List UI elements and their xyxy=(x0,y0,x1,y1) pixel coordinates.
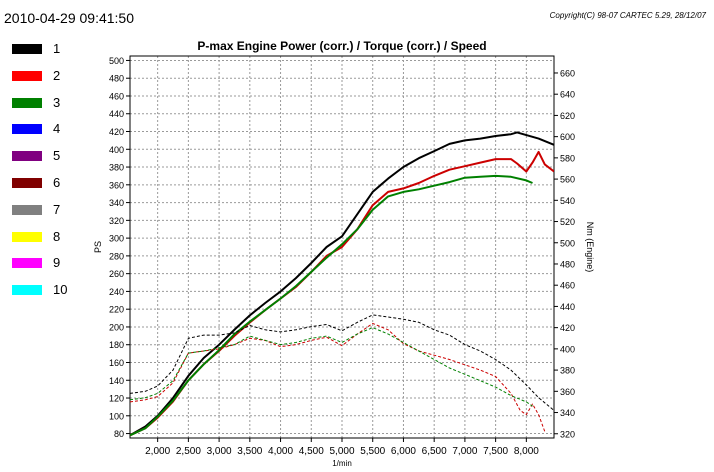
legend-swatch xyxy=(12,258,42,269)
y2-tick-label: 480 xyxy=(560,259,575,269)
x-tick-label: 2,000 xyxy=(145,446,170,457)
legend-label: 2 xyxy=(53,67,61,83)
y2-tick-label: 580 xyxy=(560,153,575,163)
y-tick-label: 300 xyxy=(109,234,124,244)
legend-swatch xyxy=(12,231,42,242)
legend-label: 10 xyxy=(53,282,68,298)
legend-label: 6 xyxy=(53,174,61,190)
y-tick-label: 360 xyxy=(109,180,124,190)
x-tick-label: 2,500 xyxy=(176,446,201,457)
y-tick-label: 240 xyxy=(109,287,124,297)
x-tick-label: 5,000 xyxy=(329,446,354,457)
power-series-line xyxy=(130,174,533,437)
y-tick-label: 340 xyxy=(109,198,124,208)
y-tick-label: 380 xyxy=(109,163,124,173)
y-tick-label: 180 xyxy=(109,340,124,350)
y-tick-label: 120 xyxy=(109,394,124,404)
y2-tick-label: 380 xyxy=(560,366,575,376)
y-tick-label: 500 xyxy=(109,56,124,66)
torque-series-line xyxy=(130,314,554,411)
y2-tick-label: 440 xyxy=(560,302,575,312)
y-tick-label: 80 xyxy=(114,429,124,439)
legend-swatch xyxy=(12,151,42,162)
x-tick-label: 3,000 xyxy=(207,446,232,457)
legend-label: 1 xyxy=(53,41,61,56)
x-tick-label: 3,500 xyxy=(237,446,262,457)
y-tick-label: 400 xyxy=(109,145,124,155)
legend-swatch xyxy=(12,70,42,81)
x-tick-label: 4,000 xyxy=(268,446,293,457)
y-tick-label: 460 xyxy=(109,91,124,101)
y-tick-label: 320 xyxy=(109,216,124,226)
timestamp: 2010-04-29 09:41:50 xyxy=(4,10,134,26)
legend-swatch xyxy=(12,204,42,215)
y2-tick-label: 620 xyxy=(560,111,575,121)
y2-tick-label: 640 xyxy=(560,90,575,100)
x-tick-label: 4,500 xyxy=(299,446,324,457)
y-tick-label: 440 xyxy=(109,109,124,119)
y-tick-label: 100 xyxy=(109,411,124,421)
y2-tick-label: 420 xyxy=(560,323,575,333)
y2-tick-label: 520 xyxy=(560,217,575,227)
legend-label: 7 xyxy=(53,201,61,217)
x-tick-label: 6,500 xyxy=(422,446,447,457)
legend-swatch xyxy=(12,97,42,108)
chart-title: P-max Engine Power (corr.) / Torque (cor… xyxy=(197,39,487,53)
legend-swatch xyxy=(12,44,42,54)
y-tick-label: 260 xyxy=(109,269,124,279)
y2-tick-label: 320 xyxy=(560,429,575,439)
y-tick-label: 420 xyxy=(109,127,124,137)
y-axis-label: PS xyxy=(93,241,103,253)
legend-label: 9 xyxy=(53,255,61,271)
y2-tick-label: 400 xyxy=(560,344,575,354)
y-tick-label: 140 xyxy=(109,376,124,386)
legend-label: 4 xyxy=(53,121,61,137)
y-tick-label: 200 xyxy=(109,322,124,332)
legend-label: 5 xyxy=(53,148,61,164)
x-tick-label: 7,000 xyxy=(452,446,477,457)
x-axis-label: 1/min xyxy=(332,459,352,468)
legend-swatch xyxy=(12,177,42,188)
y2-tick-label: 600 xyxy=(560,132,575,142)
y-tick-label: 160 xyxy=(109,358,124,368)
legend-label: 8 xyxy=(53,228,61,244)
x-tick-label: 5,500 xyxy=(360,446,385,457)
x-tick-label: 6,000 xyxy=(391,446,416,457)
x-tick-label: 8,000 xyxy=(514,446,539,457)
y2-tick-label: 360 xyxy=(560,387,575,397)
y2-tick-label: 560 xyxy=(560,175,575,185)
legend-label: 3 xyxy=(53,94,61,110)
torque-series-line xyxy=(130,327,533,407)
y-tick-label: 280 xyxy=(109,251,124,261)
copyright-notice: Copyright(C) 98-07 CARTEC 5.29, 28/12/07 xyxy=(549,11,706,20)
power-series-line xyxy=(130,131,554,437)
y2-tick-label: 540 xyxy=(560,196,575,206)
y2-tick-label: 660 xyxy=(560,68,575,78)
y2-tick-label: 500 xyxy=(560,238,575,248)
legend-swatch xyxy=(12,285,42,296)
y2-tick-label: 340 xyxy=(560,408,575,418)
x-tick-label: 7,500 xyxy=(483,446,508,457)
y2-axis-label: Nm (Engine) xyxy=(585,222,595,273)
legend-swatch xyxy=(12,124,42,135)
y2-tick-label: 460 xyxy=(560,281,575,291)
y-tick-label: 220 xyxy=(109,305,124,315)
y-tick-label: 480 xyxy=(109,74,124,84)
